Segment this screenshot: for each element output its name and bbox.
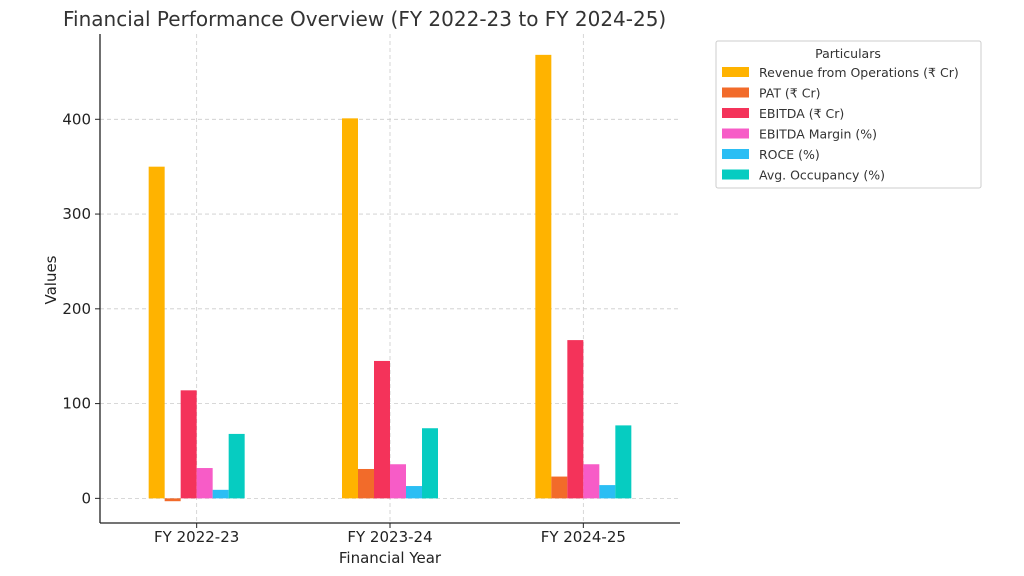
- legend-item: ROCE (%): [722, 147, 820, 162]
- bar-ebitda-margin-2: [390, 464, 406, 499]
- bar-ebitda-margin-1: [196, 468, 213, 499]
- legend: Particulars Revenue from Operations (₹ C…: [715, 40, 982, 189]
- bar-roce-3: [599, 485, 616, 499]
- legend-item: Avg. Occupancy (%): [722, 168, 885, 183]
- bar-ebitda-cr-3: [567, 340, 584, 499]
- bar-pat-cr-2: [358, 468, 374, 499]
- legend-frame: [715, 40, 982, 189]
- x-tick-label: FY 2022-23: [154, 528, 239, 546]
- legend-label: EBITDA Margin (%): [759, 127, 877, 142]
- legend-item: PAT (₹ Cr): [722, 86, 820, 101]
- legend-label: Revenue from Operations (₹ Cr): [759, 65, 959, 80]
- bar-roce-1: [212, 489, 229, 499]
- legend-swatch: [722, 67, 749, 77]
- x-tick-label: FY 2024-25: [541, 528, 626, 546]
- legend-item: Revenue from Operations (₹ Cr): [722, 65, 959, 80]
- bar-pat-cr-3: [551, 476, 568, 499]
- legend-swatch: [722, 169, 749, 180]
- legend-title: Particulars: [815, 46, 881, 61]
- bar-roce-2: [406, 486, 422, 499]
- bar-revenue-from-operations-cr-1: [148, 166, 165, 499]
- legend-label: PAT (₹ Cr): [759, 86, 820, 101]
- y-tick-label: 400: [62, 110, 91, 128]
- bar-avg-occupancy-1: [228, 433, 245, 499]
- legend-swatch: [722, 87, 749, 98]
- bar-avg-occupancy-2: [422, 428, 438, 499]
- bar-revenue-from-operations-cr-2: [342, 118, 358, 499]
- axes: [95, 34, 680, 528]
- x-tick-label: FY 2023-24: [347, 528, 432, 546]
- tick-labels: 0 100 200 300 400 FY 2022-23 FY 2023-24 FY 2024…: [62, 110, 626, 546]
- bar-ebitda-margin-3: [583, 464, 600, 499]
- legend-item: EBITDA (₹ Cr): [722, 106, 844, 121]
- legend-items: Revenue from Operations (₹ Cr) PAT (₹ Cr)…: [722, 65, 959, 183]
- y-axis-label: Values: [42, 255, 60, 304]
- bar-revenue-from-operations-cr-3: [535, 54, 552, 499]
- legend-swatch: [722, 149, 749, 159]
- y-tick-label: 0: [81, 489, 91, 507]
- y-tick-label: 300: [62, 205, 91, 223]
- legend-label: ROCE (%): [759, 147, 820, 162]
- legend-swatch: [722, 128, 749, 139]
- bar-ebitda-cr-2: [374, 360, 390, 499]
- y-tick-label: 200: [62, 300, 91, 318]
- bar-avg-occupancy-3: [615, 425, 632, 499]
- y-tick-label: 100: [62, 395, 91, 413]
- x-axis-label: Financial Year: [339, 549, 442, 567]
- bar-pat-cr-1: [164, 498, 181, 502]
- legend-swatch: [722, 108, 749, 118]
- chart-title: Financial Performance Overview (FY 2022-…: [63, 7, 666, 31]
- bar-ebitda-cr-1: [180, 390, 197, 499]
- legend-label: EBITDA (₹ Cr): [759, 106, 844, 121]
- legend-item: EBITDA Margin (%): [722, 127, 877, 142]
- legend-label: Avg. Occupancy (%): [759, 168, 885, 183]
- bars: [148, 54, 632, 502]
